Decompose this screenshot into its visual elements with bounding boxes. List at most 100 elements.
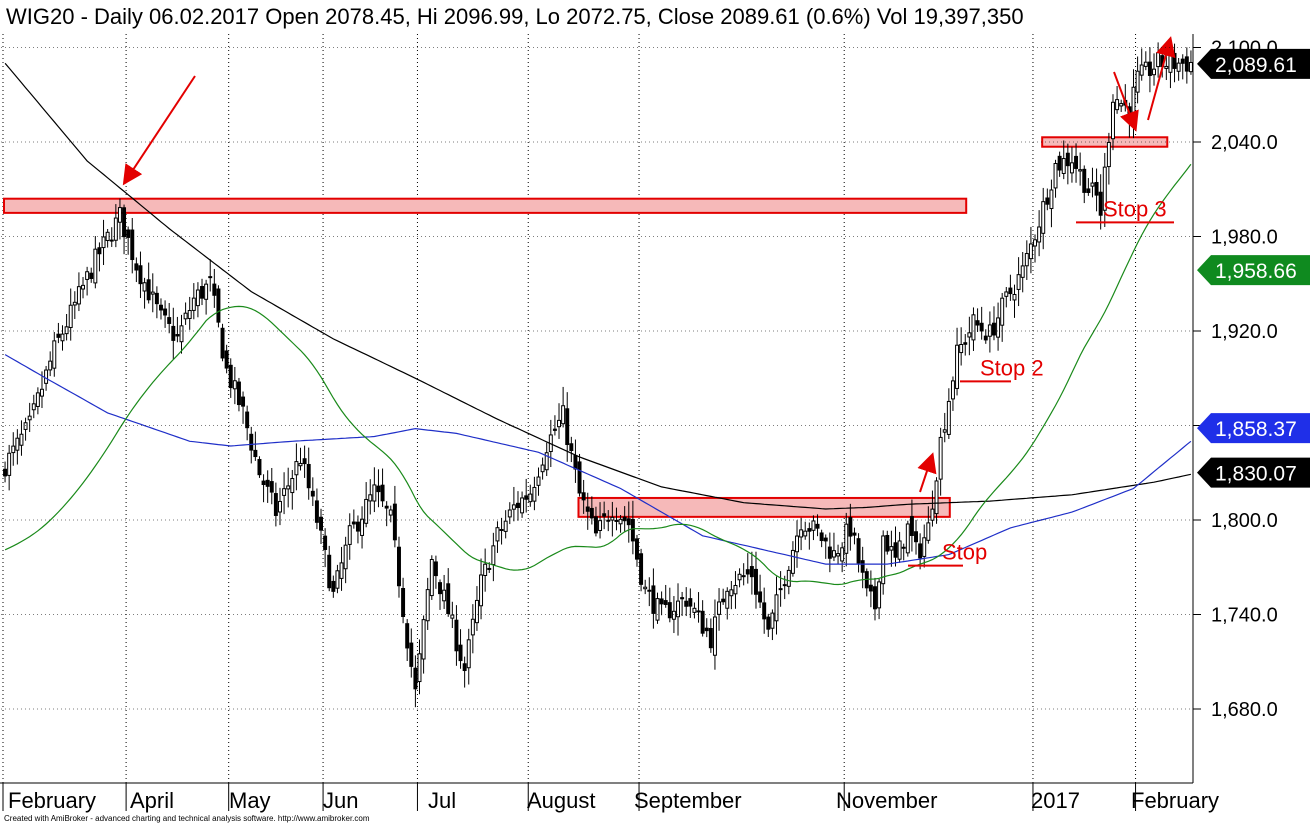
candle-body <box>700 610 705 634</box>
x-tick-label: Jun <box>323 788 358 813</box>
candle-body <box>881 535 886 585</box>
candle <box>109 227 114 247</box>
candle-body <box>979 322 984 332</box>
candle-body <box>758 591 763 603</box>
candle-body <box>265 479 270 487</box>
candle-body <box>1074 155 1079 169</box>
candle <box>257 456 262 478</box>
candle-body <box>425 589 430 622</box>
annotation-arrow <box>1147 36 1176 121</box>
candle <box>1028 226 1033 274</box>
candle <box>881 530 886 595</box>
badge-value: 1,958.66 <box>1215 260 1297 283</box>
candle-body <box>573 454 578 470</box>
candle-body <box>520 497 525 514</box>
candle-body <box>216 288 221 323</box>
candle-body <box>236 381 241 406</box>
candle-body <box>11 445 16 454</box>
candle <box>179 314 184 354</box>
candle-body <box>540 464 545 473</box>
candle-body <box>372 484 377 502</box>
candle <box>799 517 804 551</box>
candle <box>708 618 713 653</box>
candle <box>795 520 799 568</box>
candle-body <box>495 527 500 542</box>
candle <box>729 580 734 610</box>
candle-body <box>421 619 426 660</box>
candle-body <box>635 538 639 560</box>
candle-body <box>81 284 85 290</box>
candle <box>643 579 648 595</box>
candle <box>950 376 955 411</box>
candle-body <box>626 518 631 526</box>
candle <box>388 505 393 523</box>
candle-body <box>1147 61 1152 76</box>
candle <box>117 198 122 240</box>
candle-body <box>1164 65 1169 69</box>
candle <box>319 508 323 545</box>
candle-body <box>31 403 36 411</box>
candle-body <box>40 388 44 397</box>
candle <box>684 587 689 617</box>
candle <box>889 530 894 567</box>
candle-body <box>651 585 656 614</box>
candle-body <box>454 619 459 652</box>
candle-body <box>630 518 635 542</box>
candle-body <box>704 627 709 632</box>
candle-body <box>163 308 168 316</box>
candle <box>462 656 467 688</box>
candle <box>236 377 241 412</box>
candle <box>1180 54 1185 80</box>
badge-value: 2,089.61 <box>1215 54 1297 77</box>
candle-body <box>232 380 237 390</box>
candle-body <box>1111 101 1115 140</box>
candle <box>934 477 939 524</box>
candle <box>224 344 229 374</box>
candle <box>1057 151 1062 177</box>
candle <box>655 592 660 624</box>
candle-body <box>405 623 410 649</box>
candle <box>593 506 598 537</box>
candle-body <box>3 468 8 477</box>
badge-shape <box>1197 413 1310 444</box>
candle <box>811 515 816 541</box>
candle-body <box>819 532 824 542</box>
candle-body <box>1033 239 1037 247</box>
y-tick-label: 1,920.0 <box>1211 321 1278 343</box>
candle-body <box>27 415 32 421</box>
candle <box>314 488 319 530</box>
candle <box>23 417 28 441</box>
candle-body <box>438 582 442 595</box>
candle-body <box>294 461 299 476</box>
candle <box>372 467 377 513</box>
candle <box>470 604 475 654</box>
candle <box>754 551 758 609</box>
candle-body <box>335 570 340 589</box>
candle <box>327 545 332 592</box>
candle-body <box>930 508 935 521</box>
candle-body <box>770 612 775 629</box>
candle <box>171 307 176 360</box>
candle-body <box>688 598 693 607</box>
candle <box>1143 51 1148 71</box>
candle <box>122 204 127 255</box>
candle-body <box>1024 253 1029 267</box>
stop-label: Stop 2 <box>980 355 1044 380</box>
candle <box>167 303 172 334</box>
candle-body <box>581 492 586 501</box>
candle-body <box>130 229 135 261</box>
candle-body <box>380 484 385 502</box>
candle-body <box>684 600 689 607</box>
candle-body <box>901 546 906 549</box>
candle <box>659 591 664 616</box>
candle <box>663 584 668 608</box>
candle-body <box>1176 62 1181 72</box>
candle-body <box>278 500 282 513</box>
candle-body <box>1061 158 1066 174</box>
candle <box>245 405 250 441</box>
candle-body <box>873 586 877 610</box>
annotation-arrow <box>1113 71 1139 132</box>
y-tick-label: 1,680.0 <box>1211 699 1278 721</box>
candle <box>831 532 836 562</box>
candle <box>380 468 385 507</box>
